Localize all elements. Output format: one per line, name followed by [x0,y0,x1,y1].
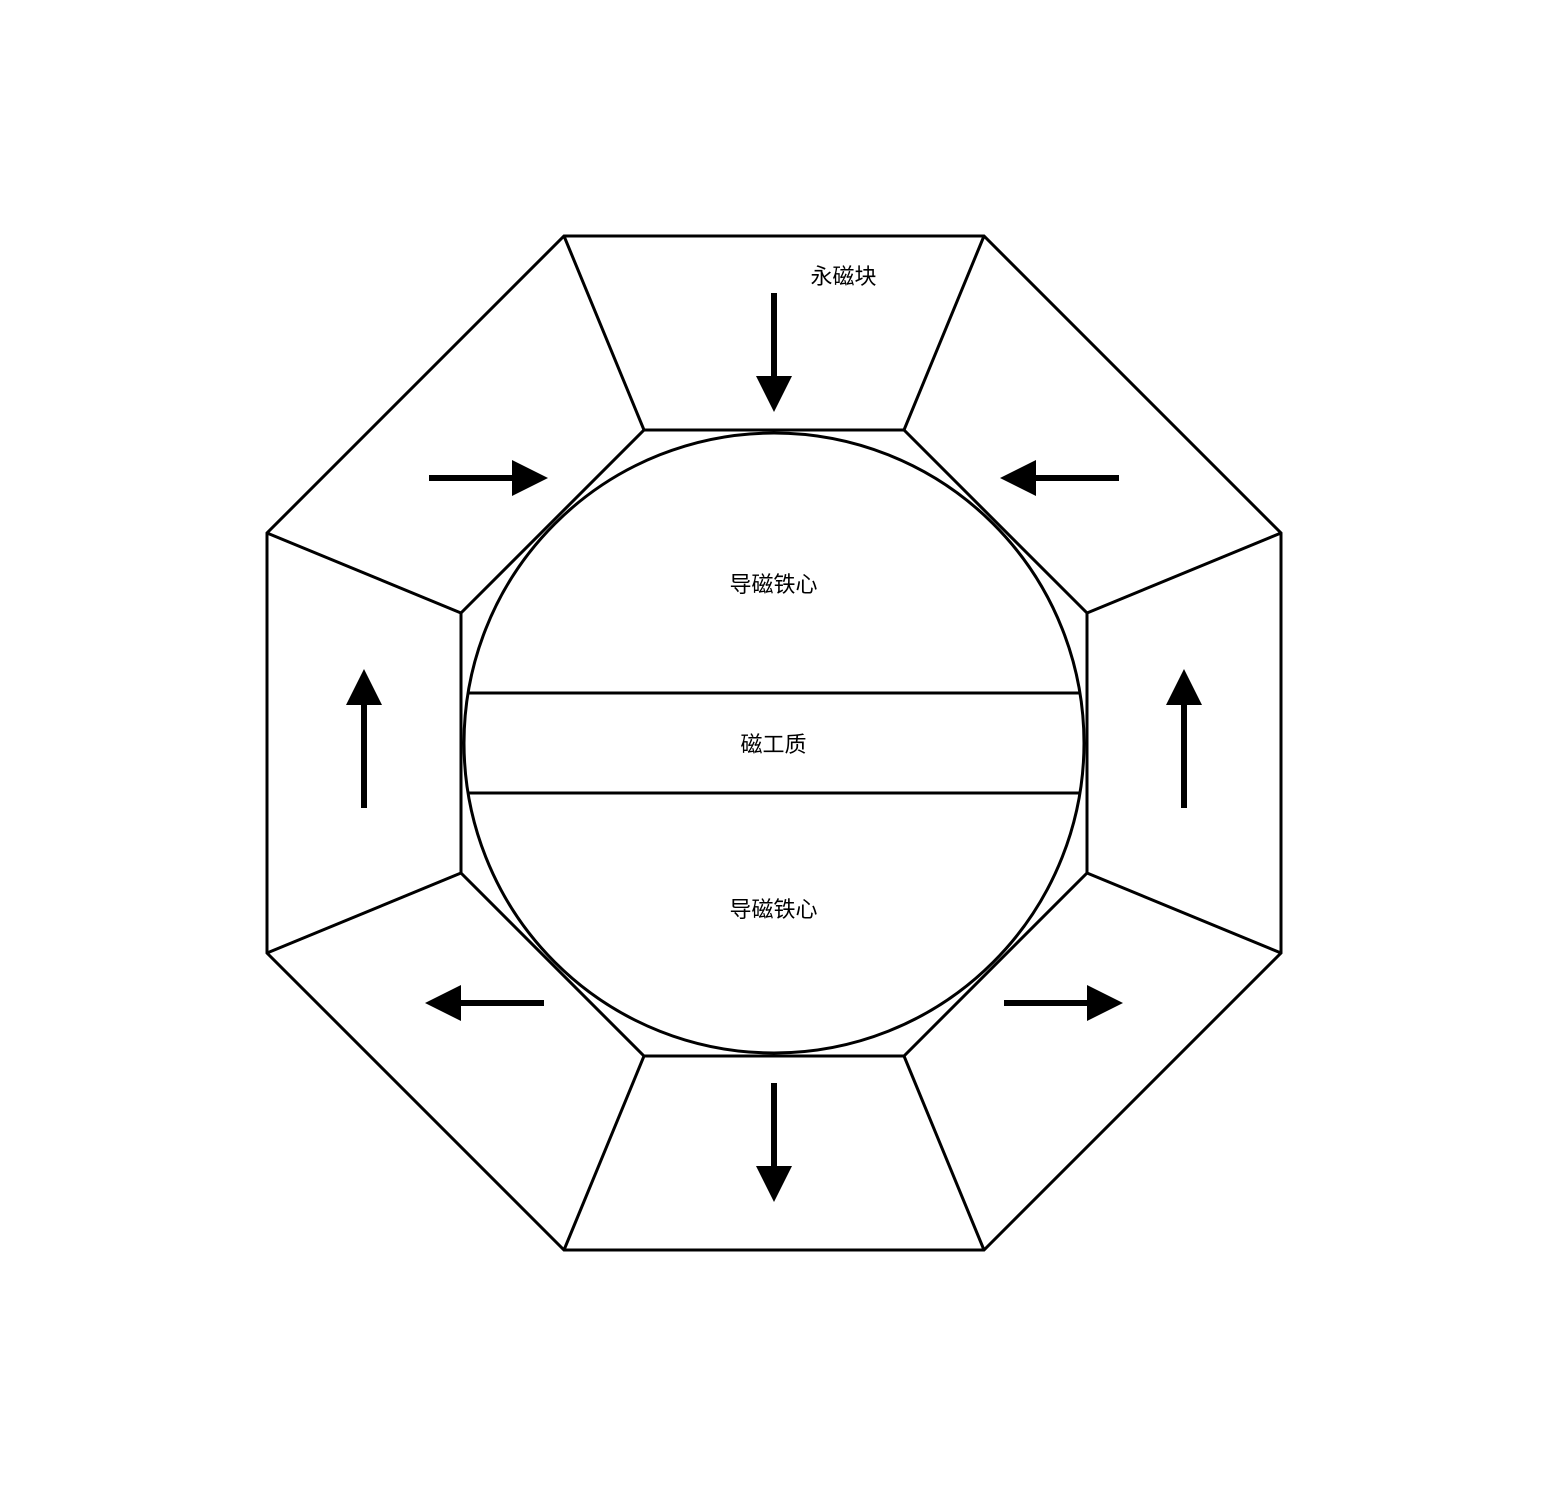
label-iron-core-top: 导磁铁心 [730,567,818,599]
label-working-medium: 磁工质 [741,727,807,759]
halbach-array-diagram: 永磁块 导磁铁心 磁工质 导磁铁心 [224,213,1324,1273]
label-magnet-block: 永磁块 [811,259,877,291]
label-iron-core-bottom: 导磁铁心 [730,892,818,924]
